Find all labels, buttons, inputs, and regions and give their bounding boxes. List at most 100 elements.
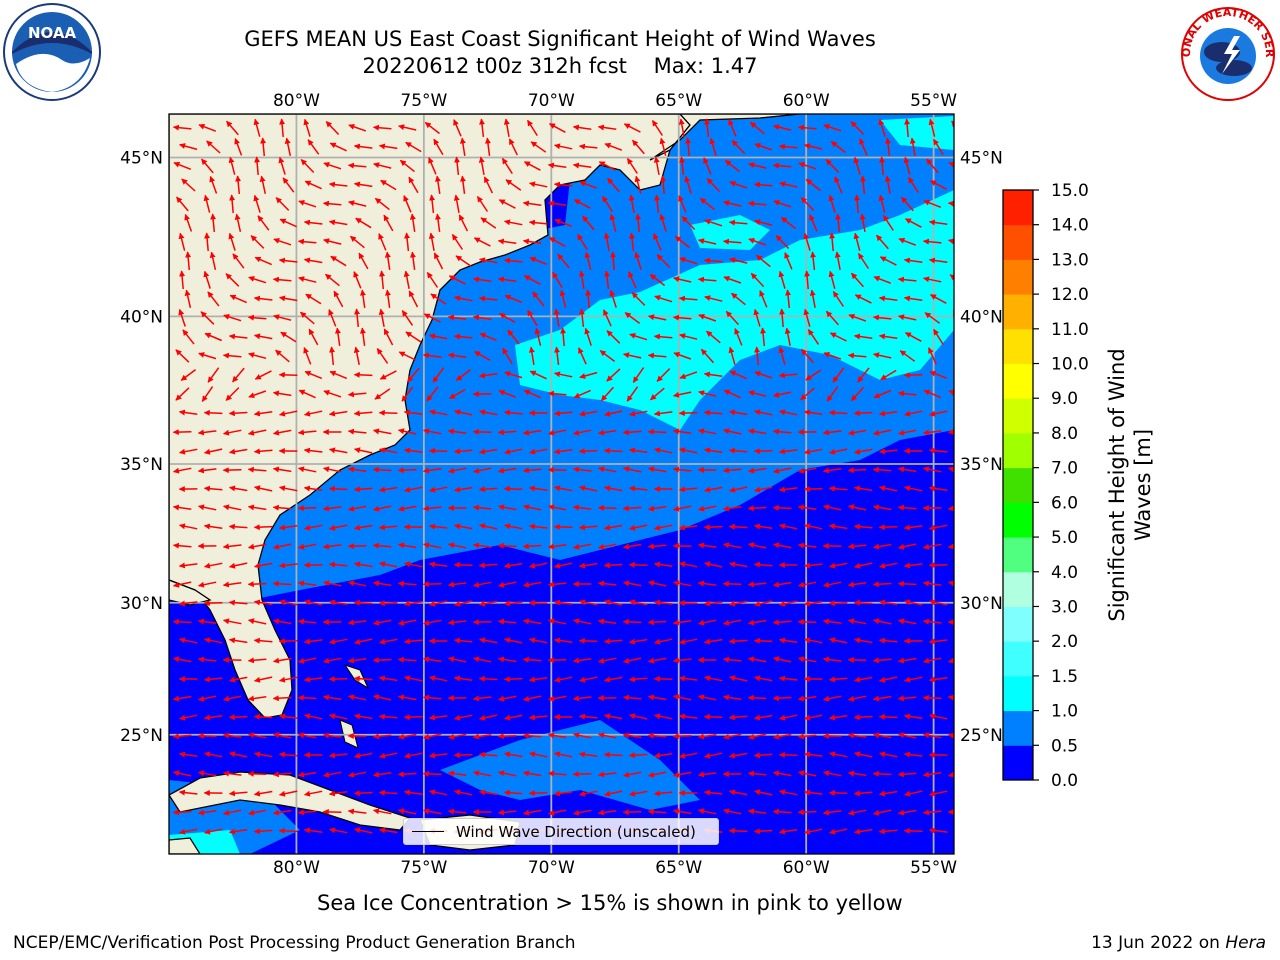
wave-arrow-198 <box>323 238 342 245</box>
wave-arrow-914 <box>623 657 642 664</box>
wave-arrow-495 <box>553 410 573 417</box>
wave-arrow-173 <box>504 219 523 226</box>
wave-arrow-1113 <box>798 770 817 777</box>
wave-arrow-773 <box>297 580 317 587</box>
wave-arrow-383 <box>962 328 965 346</box>
wave-arrow-155 <box>854 194 861 214</box>
wave-arrow-501 <box>703 409 723 416</box>
wave-arrow-171 <box>458 214 469 232</box>
wave-arrow-423 <box>353 371 373 378</box>
wave-arrow-1066 <box>428 752 448 759</box>
wave-arrow-918 <box>722 656 742 663</box>
wave-arrow-105 <box>408 176 419 194</box>
wave-arrow-237 <box>503 257 523 264</box>
wave-arrow-818 <box>629 599 648 606</box>
wave-arrow-323 <box>247 314 267 321</box>
wave-arrow-279 <box>750 272 765 288</box>
wave-arrow-1054 <box>923 732 942 739</box>
wave-arrow-168 <box>383 214 394 232</box>
wave-arrow-458 <box>426 386 439 402</box>
wave-arrow-991 <box>947 694 954 701</box>
wave-arrow-169 <box>409 213 416 233</box>
wave-arrow-188 <box>882 214 894 231</box>
wave-arrow-1096 <box>372 771 392 778</box>
wave-arrow-459 <box>449 388 466 400</box>
wave-arrow-717 <box>497 542 517 549</box>
wave-arrow-931 <box>254 676 273 683</box>
wave-arrow-102 <box>328 181 348 188</box>
wave-arrow-669 <box>897 504 917 511</box>
wave-arrow-123 <box>860 175 867 194</box>
wave-arrow-889 <box>804 637 823 644</box>
wave-arrow-616 <box>378 486 398 493</box>
wave-arrow-74 <box>428 157 437 175</box>
legend-label: Wind Wave Direction (unscaled) <box>456 822 696 841</box>
wave-arrow-283 <box>850 272 864 288</box>
wave-arrow-765 <box>903 562 923 569</box>
wave-arrow-792 <box>772 581 792 588</box>
wave-arrow-1168 <box>573 809 592 816</box>
wave-arrow-1145 <box>803 789 823 796</box>
wave-arrow-250 <box>834 251 841 271</box>
colorbar-label-14: 12.0 <box>1051 285 1089 305</box>
wave-arrow-99 <box>259 175 267 194</box>
wave-arrow-1022 <box>929 713 948 720</box>
lat-tick-left-0: 45°N <box>120 149 163 169</box>
wave-arrow-446 <box>929 370 948 379</box>
wave-arrow-945 <box>603 676 623 683</box>
wave-arrow-161 <box>210 213 217 233</box>
wave-arrow-51 <box>659 137 667 156</box>
wave-arrow-367 <box>560 327 567 347</box>
wave-arrow-1047 <box>748 733 767 740</box>
wave-arrow-189 <box>904 218 922 228</box>
wave-arrow-402 <box>623 352 642 359</box>
wave-arrow-1044 <box>672 733 692 740</box>
wave-arrow-136 <box>374 197 390 211</box>
wave-arrow-1003 <box>454 714 473 721</box>
wave-arrow-160 <box>184 213 193 232</box>
wave-arrow-1089 <box>198 770 217 777</box>
wave-arrow-595 <box>648 466 667 473</box>
wave-arrow-989 <box>897 695 917 702</box>
wave-arrow-196 <box>273 238 292 246</box>
wave-arrow-891 <box>854 637 873 644</box>
wave-arrow-313 <box>809 289 816 308</box>
wave-arrow-912 <box>572 657 592 664</box>
wave-arrow-694 <box>728 523 748 530</box>
wave-arrow-22 <box>728 119 737 137</box>
wave-arrow-927 <box>948 657 954 664</box>
wave-arrow-1187 <box>253 828 273 835</box>
wave-arrow-630 <box>729 486 748 493</box>
wave-arrow-1075 <box>653 752 673 759</box>
wave-arrow-864 <box>179 637 198 644</box>
wave-arrow-980 <box>673 694 692 701</box>
wave-arrow-803 <box>253 599 273 606</box>
wave-arrow-1169 <box>597 809 617 816</box>
wave-arrow-121 <box>805 178 821 192</box>
wave-arrow-1076 <box>679 752 698 759</box>
wave-arrow-849 <box>597 618 617 625</box>
wave-arrow-550 <box>329 447 348 454</box>
wave-arrow-66 <box>228 156 236 175</box>
wave-arrow-588 <box>473 467 492 474</box>
wave-arrow-510 <box>929 410 948 417</box>
wave-arrow-264 <box>379 270 386 290</box>
wave-arrow-832 <box>172 618 192 625</box>
wave-arrow-379 <box>853 333 873 340</box>
wave-arrow-1056 <box>178 751 198 758</box>
wave-arrow-21 <box>704 118 711 138</box>
wave-arrow-1192 <box>379 827 398 834</box>
wave-arrow-320 <box>178 308 186 327</box>
wave-arrow-81 <box>598 161 616 171</box>
wave-arrow-256 <box>179 270 186 290</box>
wave-arrow-1179 <box>848 809 867 816</box>
wave-arrow-743 <box>354 561 373 568</box>
land-cuba <box>169 771 412 831</box>
wave-arrow-916 <box>672 657 692 664</box>
wave-arrow-1035 <box>448 733 467 740</box>
wave-arrow-1027 <box>248 732 267 739</box>
wave-arrow-1151 <box>953 790 954 797</box>
lat-tick-left-2: 35°N <box>120 455 163 475</box>
wave-arrow-1211 <box>853 828 873 835</box>
wave-arrow-411 <box>847 352 867 359</box>
